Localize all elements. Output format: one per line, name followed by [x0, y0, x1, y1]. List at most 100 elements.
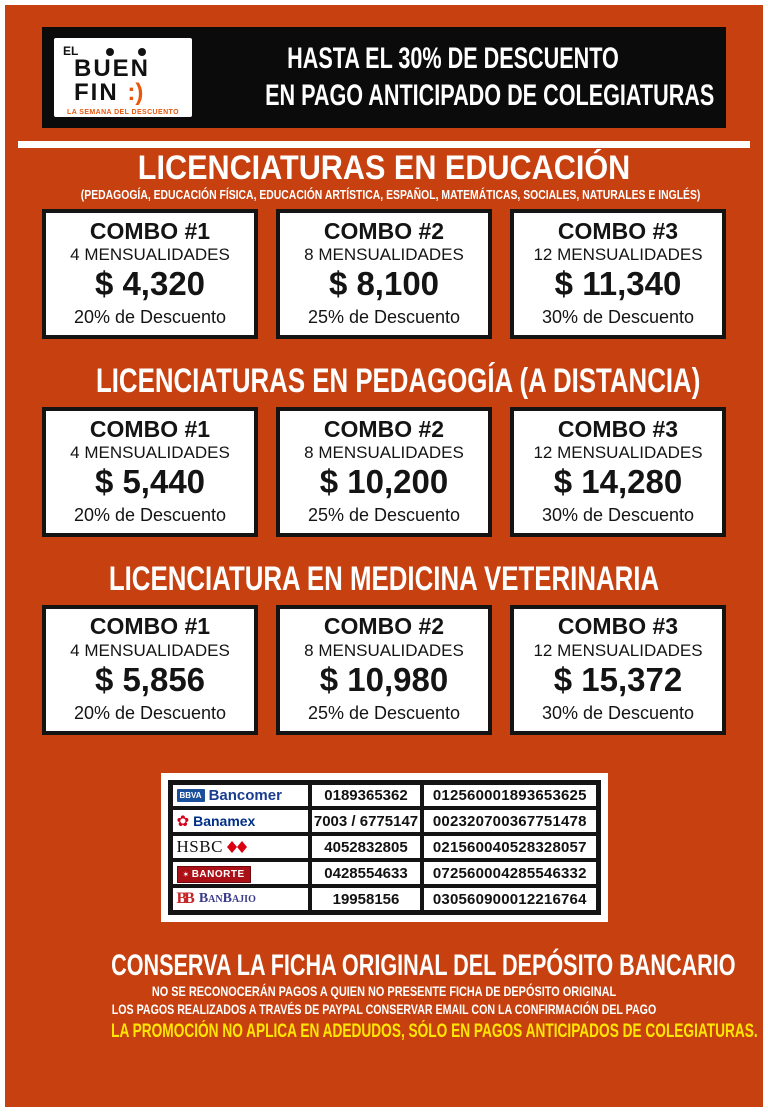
combo-discount: 25% de Descuento — [307, 702, 461, 723]
logo-fin-row: FIN :) — [54, 78, 192, 106]
section-title-veterinaria: LICENCIATURA EN MEDICINA VETERINARIA — [108, 560, 660, 599]
combo-discount: 30% de Descuento — [541, 702, 695, 723]
combo-discount: 25% de Descuento — [307, 505, 461, 526]
banbajio-bb-icon: BB — [176, 890, 195, 907]
header-title-line2: EN PAGO ANTICIPADO DE COLEGIATURAS — [265, 78, 715, 112]
hsbc-logo: HSBC — [177, 837, 305, 857]
combo-name: COMBO #2 — [323, 415, 445, 442]
combo-name: COMBO #1 — [89, 217, 211, 244]
bank-name: Banamex — [193, 813, 256, 830]
bank-logo-cell: BBVA Bancomer — [168, 780, 312, 811]
header-bar: EL BUEN FIN :) LA SEMANA DEL DESCUENTO H… — [42, 27, 726, 128]
account-number: 19958156 — [308, 884, 424, 915]
clabe-number: 002320700367751478 — [420, 806, 600, 837]
table-row: BB BanBajio 19958156 030560900012216764 — [168, 884, 600, 915]
combo-months: 12 MENSUALIDADES — [533, 245, 703, 265]
header-title-line1: HASTA EL 30% DE DESCUENTO — [287, 41, 619, 75]
header-title: HASTA EL 30% DE DESCUENTO EN PAGO ANTICI… — [192, 41, 714, 114]
combo-card: COMBO #2 8 MENSUALIDADES $ 10,200 25% de… — [276, 407, 492, 538]
combo-row-educacion: COMBO #1 4 MENSUALIDADES $ 4,320 20% de … — [42, 209, 726, 340]
combo-price: $ 8,100 — [328, 265, 440, 303]
bank-logo-cell: HSBC — [168, 832, 312, 863]
combo-price: $ 11,340 — [554, 265, 682, 303]
smiley-eye-right-icon — [138, 47, 147, 56]
combo-price: $ 5,440 — [94, 463, 206, 501]
bancomer-logo: BBVA Bancomer — [176, 787, 305, 804]
combo-months: 4 MENSUALIDADES — [70, 442, 230, 462]
banorte-sun-icon: ✶ — [182, 869, 190, 879]
combo-card: COMBO #3 12 MENSUALIDADES $ 14,280 30% d… — [510, 407, 726, 538]
clabe-number: 030560900012216764 — [420, 884, 600, 915]
account-number: 0189365362 — [308, 780, 424, 811]
combo-row-veterinaria: COMBO #1 4 MENSUALIDADES $ 5,856 20% de … — [42, 604, 726, 735]
white-divider — [18, 141, 750, 148]
bank-name: BanBajio — [198, 891, 256, 906]
combo-discount: 20% de Descuento — [73, 505, 227, 526]
logo-top-row: EL — [54, 42, 192, 58]
combo-name: COMBO #3 — [557, 613, 679, 640]
bank-logo-cell: ✶ BANORTE — [168, 858, 312, 889]
bank-accounts-table: BBVA Bancomer 0189365362 012560001893653… — [167, 779, 601, 915]
account-number: 7003 / 6775147 — [308, 806, 424, 837]
combo-card: COMBO #1 4 MENSUALIDADES $ 5,440 20% de … — [42, 407, 258, 538]
combo-name: COMBO #3 — [557, 217, 679, 244]
combo-price: $ 4,320 — [94, 265, 206, 303]
footer-promo-warning: LA PROMOCIÓN NO APLICA EN ADEDUDOS, SÓLO… — [111, 1021, 758, 1043]
clabe-number: 012560001893653625 — [420, 780, 600, 811]
combo-price: $ 10,980 — [319, 660, 449, 698]
buen-fin-logo: EL BUEN FIN :) LA SEMANA DEL DESCUENTO — [54, 38, 192, 117]
combo-discount: 30% de Descuento — [541, 505, 695, 526]
smiley-eye-left-icon — [106, 47, 115, 56]
combo-price: $ 10,200 — [319, 463, 449, 501]
banorte-logo: ✶ BANORTE — [176, 865, 251, 883]
section-title-educacion: LICENCIATURAS EN EDUCACIÓN — [137, 149, 631, 187]
footer-title: CONSERVA LA FICHA ORIGINAL DEL DEPÓSITO … — [111, 948, 736, 982]
combo-name: COMBO #2 — [323, 613, 445, 640]
banamex-flower-icon: ✿ — [176, 811, 190, 830]
combo-card: COMBO #2 8 MENSUALIDADES $ 8,100 25% de … — [276, 209, 492, 340]
logo-el-text: EL — [63, 44, 79, 58]
account-number: 0428554633 — [308, 858, 424, 889]
combo-months: 8 MENSUALIDADES — [304, 442, 464, 462]
combo-name: COMBO #1 — [89, 415, 211, 442]
combo-card: COMBO #2 8 MENSUALIDADES $ 10,980 25% de… — [276, 604, 492, 735]
combo-months: 12 MENSUALIDADES — [533, 640, 703, 660]
combo-price: $ 15,372 — [553, 660, 683, 698]
smiley-eyes-icon — [106, 47, 147, 56]
combo-discount: 25% de Descuento — [307, 307, 461, 328]
combo-name: COMBO #2 — [323, 217, 445, 244]
bbva-logo-icon: BBVA — [176, 789, 205, 802]
combo-discount: 30% de Descuento — [541, 307, 695, 328]
footer-note-1: NO SE RECONOCERÁN PAGOS A QUIEN NO PRESE… — [151, 983, 617, 1000]
combo-discount: 20% de Descuento — [73, 307, 227, 328]
clabe-number: 021560040528328057 — [420, 832, 600, 863]
combo-name: COMBO #3 — [557, 415, 679, 442]
banamex-logo: ✿ Banamex — [177, 813, 305, 829]
combo-row-pedagogia: COMBO #1 4 MENSUALIDADES $ 5,440 20% de … — [42, 407, 726, 538]
combo-card: COMBO #3 12 MENSUALIDADES $ 11,340 30% d… — [510, 209, 726, 340]
bank-logo-cell: ✿ Banamex — [168, 806, 312, 837]
combo-discount: 20% de Descuento — [73, 702, 227, 723]
table-row: ✿ Banamex 7003 / 6775147 002320700367751… — [168, 806, 600, 837]
combo-card: COMBO #1 4 MENSUALIDADES $ 5,856 20% de … — [42, 604, 258, 735]
section-subtitle-educacion: (PEDAGOGÍA, EDUCACIÓN FÍSICA, EDUCACIÓN … — [80, 186, 701, 202]
hsbc-hexagon-icon — [226, 841, 247, 854]
logo-fin-text: FIN — [74, 78, 119, 106]
combo-months: 12 MENSUALIDADES — [533, 442, 703, 462]
table-row: HSBC 4052832805 021560040528328057 — [168, 832, 600, 863]
logo-buen-text: BUEN — [74, 55, 151, 82]
combo-card: COMBO #1 4 MENSUALIDADES $ 4,320 20% de … — [42, 209, 258, 340]
logo-tagline: LA SEMANA DEL DESCUENTO — [67, 108, 179, 116]
clabe-number: 072560004285546332 — [420, 858, 600, 889]
smiley-mouth-icon: :) — [127, 78, 144, 106]
account-number: 4052832805 — [308, 832, 424, 863]
combo-months: 8 MENSUALIDADES — [304, 245, 464, 265]
table-row: BBVA Bancomer 0189365362 012560001893653… — [168, 780, 600, 811]
bank-name: BANORTE — [191, 868, 245, 880]
combo-card: COMBO #3 12 MENSUALIDADES $ 15,372 30% d… — [510, 604, 726, 735]
bank-accounts-card: BBVA Bancomer 0189365362 012560001893653… — [160, 772, 608, 922]
bank-name: Bancomer — [208, 787, 282, 804]
section-title-pedagogia: LICENCIATURAS EN PEDAGOGÍA (A DISTANCIA) — [95, 362, 701, 401]
combo-name: COMBO #1 — [89, 613, 211, 640]
